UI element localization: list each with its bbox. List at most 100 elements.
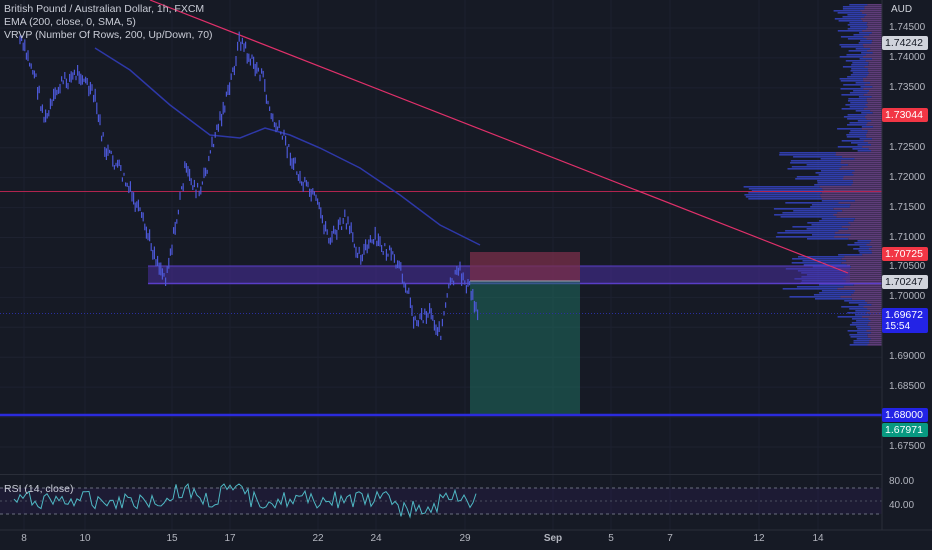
volume-bar-up xyxy=(853,340,870,342)
volume-bar-up xyxy=(779,152,836,154)
volume-bar-down xyxy=(821,198,882,200)
volume-bar-up xyxy=(817,182,853,184)
volume-bar-down xyxy=(863,46,882,48)
volume-bar-up xyxy=(846,136,867,138)
volume-bar-down xyxy=(850,204,882,206)
volume-bar-down xyxy=(852,172,882,174)
volume-bar-down xyxy=(863,140,882,142)
volume-bar-down xyxy=(863,108,882,110)
volume-bar-down xyxy=(865,104,882,106)
volume-bar-up xyxy=(748,188,823,190)
volume-bar-up xyxy=(811,224,851,226)
volume-bar-down xyxy=(853,174,882,176)
volume-bar-down xyxy=(868,68,882,70)
volume-bar-down xyxy=(860,18,882,20)
volume-bar-down xyxy=(871,32,882,34)
volume-bar-down xyxy=(866,136,882,138)
volume-bar-up xyxy=(773,208,834,210)
vrvp-legend[interactable]: VRVP (Number Of Rows, 200, Up/Down, 70) xyxy=(4,29,213,41)
volume-bar-down xyxy=(843,286,882,288)
time-tick: 8 xyxy=(21,533,27,544)
volume-bar-up xyxy=(844,300,865,302)
volume-bar-down xyxy=(844,270,882,272)
volume-bar-down xyxy=(850,224,882,226)
volume-bar-down xyxy=(845,272,882,274)
volume-bar-down xyxy=(842,210,882,212)
volume-bar-down xyxy=(866,28,882,30)
volume-bar-down xyxy=(819,186,882,188)
short-position-tool[interactable] xyxy=(470,252,580,415)
volume-bar-down xyxy=(866,114,882,116)
volume-bar-down xyxy=(854,170,882,172)
volume-bar-down xyxy=(842,178,882,180)
ema-legend[interactable]: EMA (200, close, 0, SMA, 5) xyxy=(4,16,136,28)
volume-bar-down xyxy=(863,88,882,90)
price-label-1-68000: 1.68000 xyxy=(882,408,928,422)
volume-bar-up xyxy=(796,286,844,288)
volume-bar-up xyxy=(839,44,863,46)
volume-bar-down xyxy=(833,208,882,210)
volume-bar-up xyxy=(775,236,835,238)
trendline[interactable] xyxy=(149,0,849,274)
volume-bar-down xyxy=(869,248,882,250)
volume-bar-down xyxy=(868,62,882,64)
volume-bar-down xyxy=(848,238,882,240)
volume-bar-up xyxy=(792,226,842,228)
volume-bar-up xyxy=(837,316,862,318)
volume-bar-down xyxy=(822,188,882,190)
volume-bar-up xyxy=(820,158,855,160)
time-tick: 14 xyxy=(812,533,824,544)
volume-bar-up xyxy=(811,204,851,206)
price-tick: 1.72000 xyxy=(889,171,926,183)
volume-bar-up xyxy=(841,108,864,110)
volume-bar-up xyxy=(847,244,867,246)
volume-bar-down xyxy=(871,96,882,98)
volume-bar-up xyxy=(846,54,866,56)
volume-bar-up xyxy=(851,142,869,144)
volume-bar-up xyxy=(861,52,873,54)
volume-bar-down xyxy=(840,162,882,164)
volume-bar-down xyxy=(850,234,882,236)
volume-bar-down xyxy=(871,58,882,60)
volume-bar-up xyxy=(852,148,869,150)
volume-bar-up xyxy=(793,156,842,158)
volume-bar-up xyxy=(841,46,864,48)
volume-bar-up xyxy=(847,312,867,314)
symbol-legend[interactable]: British Pound / Australian Dollar, 1h, F… xyxy=(4,3,205,15)
volume-bar-down xyxy=(871,246,882,248)
volume-bar-down xyxy=(867,302,882,304)
price-label-1-70725: 1.70725 xyxy=(882,247,928,261)
volume-bar-down xyxy=(866,100,882,102)
volume-bar-up xyxy=(843,116,865,118)
stop-loss-area[interactable] xyxy=(470,252,580,281)
volume-bar-down xyxy=(845,276,882,278)
volume-bar-up xyxy=(852,62,869,64)
volume-bar-down xyxy=(869,340,882,342)
volume-bar-up xyxy=(860,40,873,42)
volume-bar-down xyxy=(862,254,882,256)
volume-bar-up xyxy=(807,222,849,224)
currency-label[interactable]: AUD xyxy=(891,4,913,15)
volume-bar-down xyxy=(852,180,882,182)
volume-bar-up xyxy=(853,90,869,92)
volume-bar-up xyxy=(850,74,868,76)
volume-bar-up xyxy=(842,6,865,8)
volume-bar-down xyxy=(864,8,882,10)
volume-bar-down xyxy=(844,256,882,258)
volume-bar-down xyxy=(851,298,882,300)
volume-bar-down xyxy=(820,194,882,196)
volume-bar-up xyxy=(840,88,864,90)
price-label-1-74242: 1.74242 xyxy=(882,36,928,50)
volume-bar-up xyxy=(861,112,873,114)
price-tick: 1.71000 xyxy=(889,231,926,243)
volume-bar-down xyxy=(854,218,882,220)
price-label-1-70247: 1.70247 xyxy=(882,275,928,289)
volume-bar-down xyxy=(865,60,882,62)
take-profit-area[interactable] xyxy=(470,281,580,415)
volume-bar-down xyxy=(851,184,882,186)
volume-bar-down xyxy=(820,196,882,198)
volume-bar-up xyxy=(748,198,822,200)
rsi-legend[interactable]: RSI (14, close) xyxy=(4,483,74,495)
volume-bar-up xyxy=(858,96,872,98)
